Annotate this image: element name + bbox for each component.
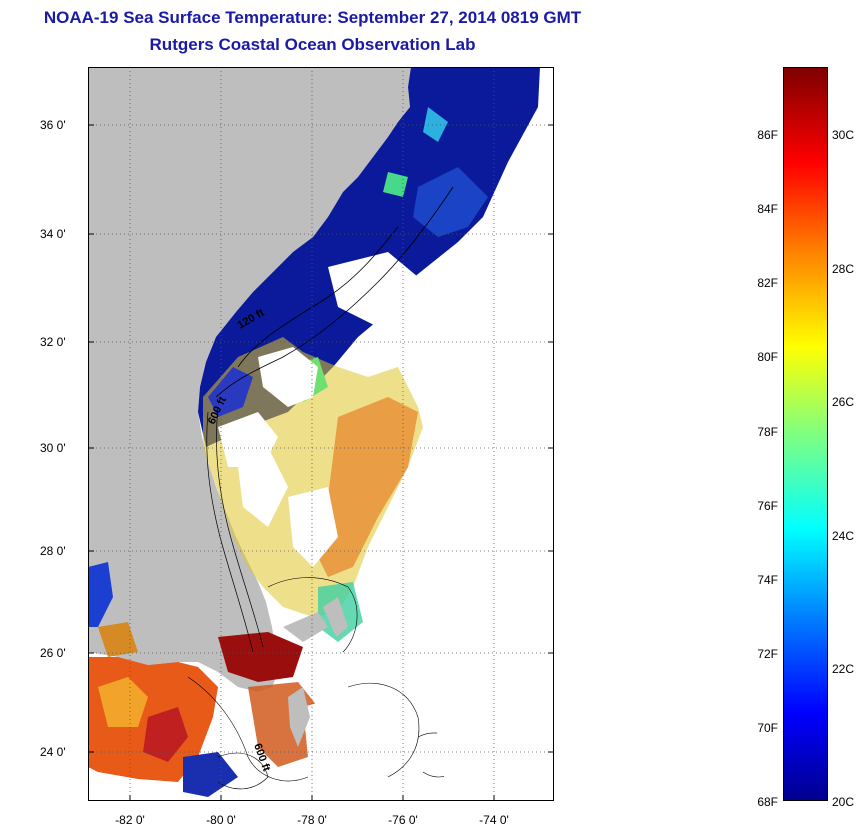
colorbar-label-84f: 84F [757,202,778,216]
lat-label-28: 28 0' [40,544,66,558]
map-subtitle: Rutgers Coastal Ocean Observation Lab [149,35,476,54]
colorbar-label-26c: 26C [832,395,855,409]
lat-label-36: 36 0' [40,118,66,132]
colorbar-label-28c: 28C [832,262,855,276]
sst-map: 120 ft 600 ft 600 ft [88,67,554,801]
lon-label-78: -78 0' [297,813,327,827]
colorbar-label-80f: 80F [757,350,778,364]
map-title: NOAA-19 Sea Surface Temperature: Septemb… [43,8,582,27]
lat-label-26: 26 0' [40,646,66,660]
colorbar-label-70f: 70F [757,721,778,735]
lat-label-30: 30 0' [40,441,66,455]
colorbar-label-76f: 76F [757,499,778,513]
colorbar-label-24c: 24C [832,529,855,543]
colorbar-label-74f: 74F [757,573,778,587]
lon-label-74: -74 0' [479,813,509,827]
colorbar-label-68f: 68F [757,795,778,809]
lon-label-76: -76 0' [388,813,418,827]
contour-600ft [215,186,454,398]
lon-label-80: -80 0' [206,813,236,827]
colorbar-label-78f: 78F [757,425,778,439]
lat-label-24: 24 0' [40,745,66,759]
colorbar-label-20c: 20C [832,795,855,809]
lat-label-34: 34 0' [40,227,66,241]
lat-label-32: 32 0' [40,335,66,349]
land-mass [88,67,411,692]
colorbar-label-86f: 86F [757,128,778,142]
colorbar-label-22c: 22C [832,662,855,676]
temperature-colorbar [783,67,828,801]
colorbar-label-30c: 30C [832,128,855,142]
lon-label-82: -82 0' [115,813,145,827]
colorbar-label-72f: 72F [757,647,778,661]
colorbar-label-82f: 82F [757,276,778,290]
